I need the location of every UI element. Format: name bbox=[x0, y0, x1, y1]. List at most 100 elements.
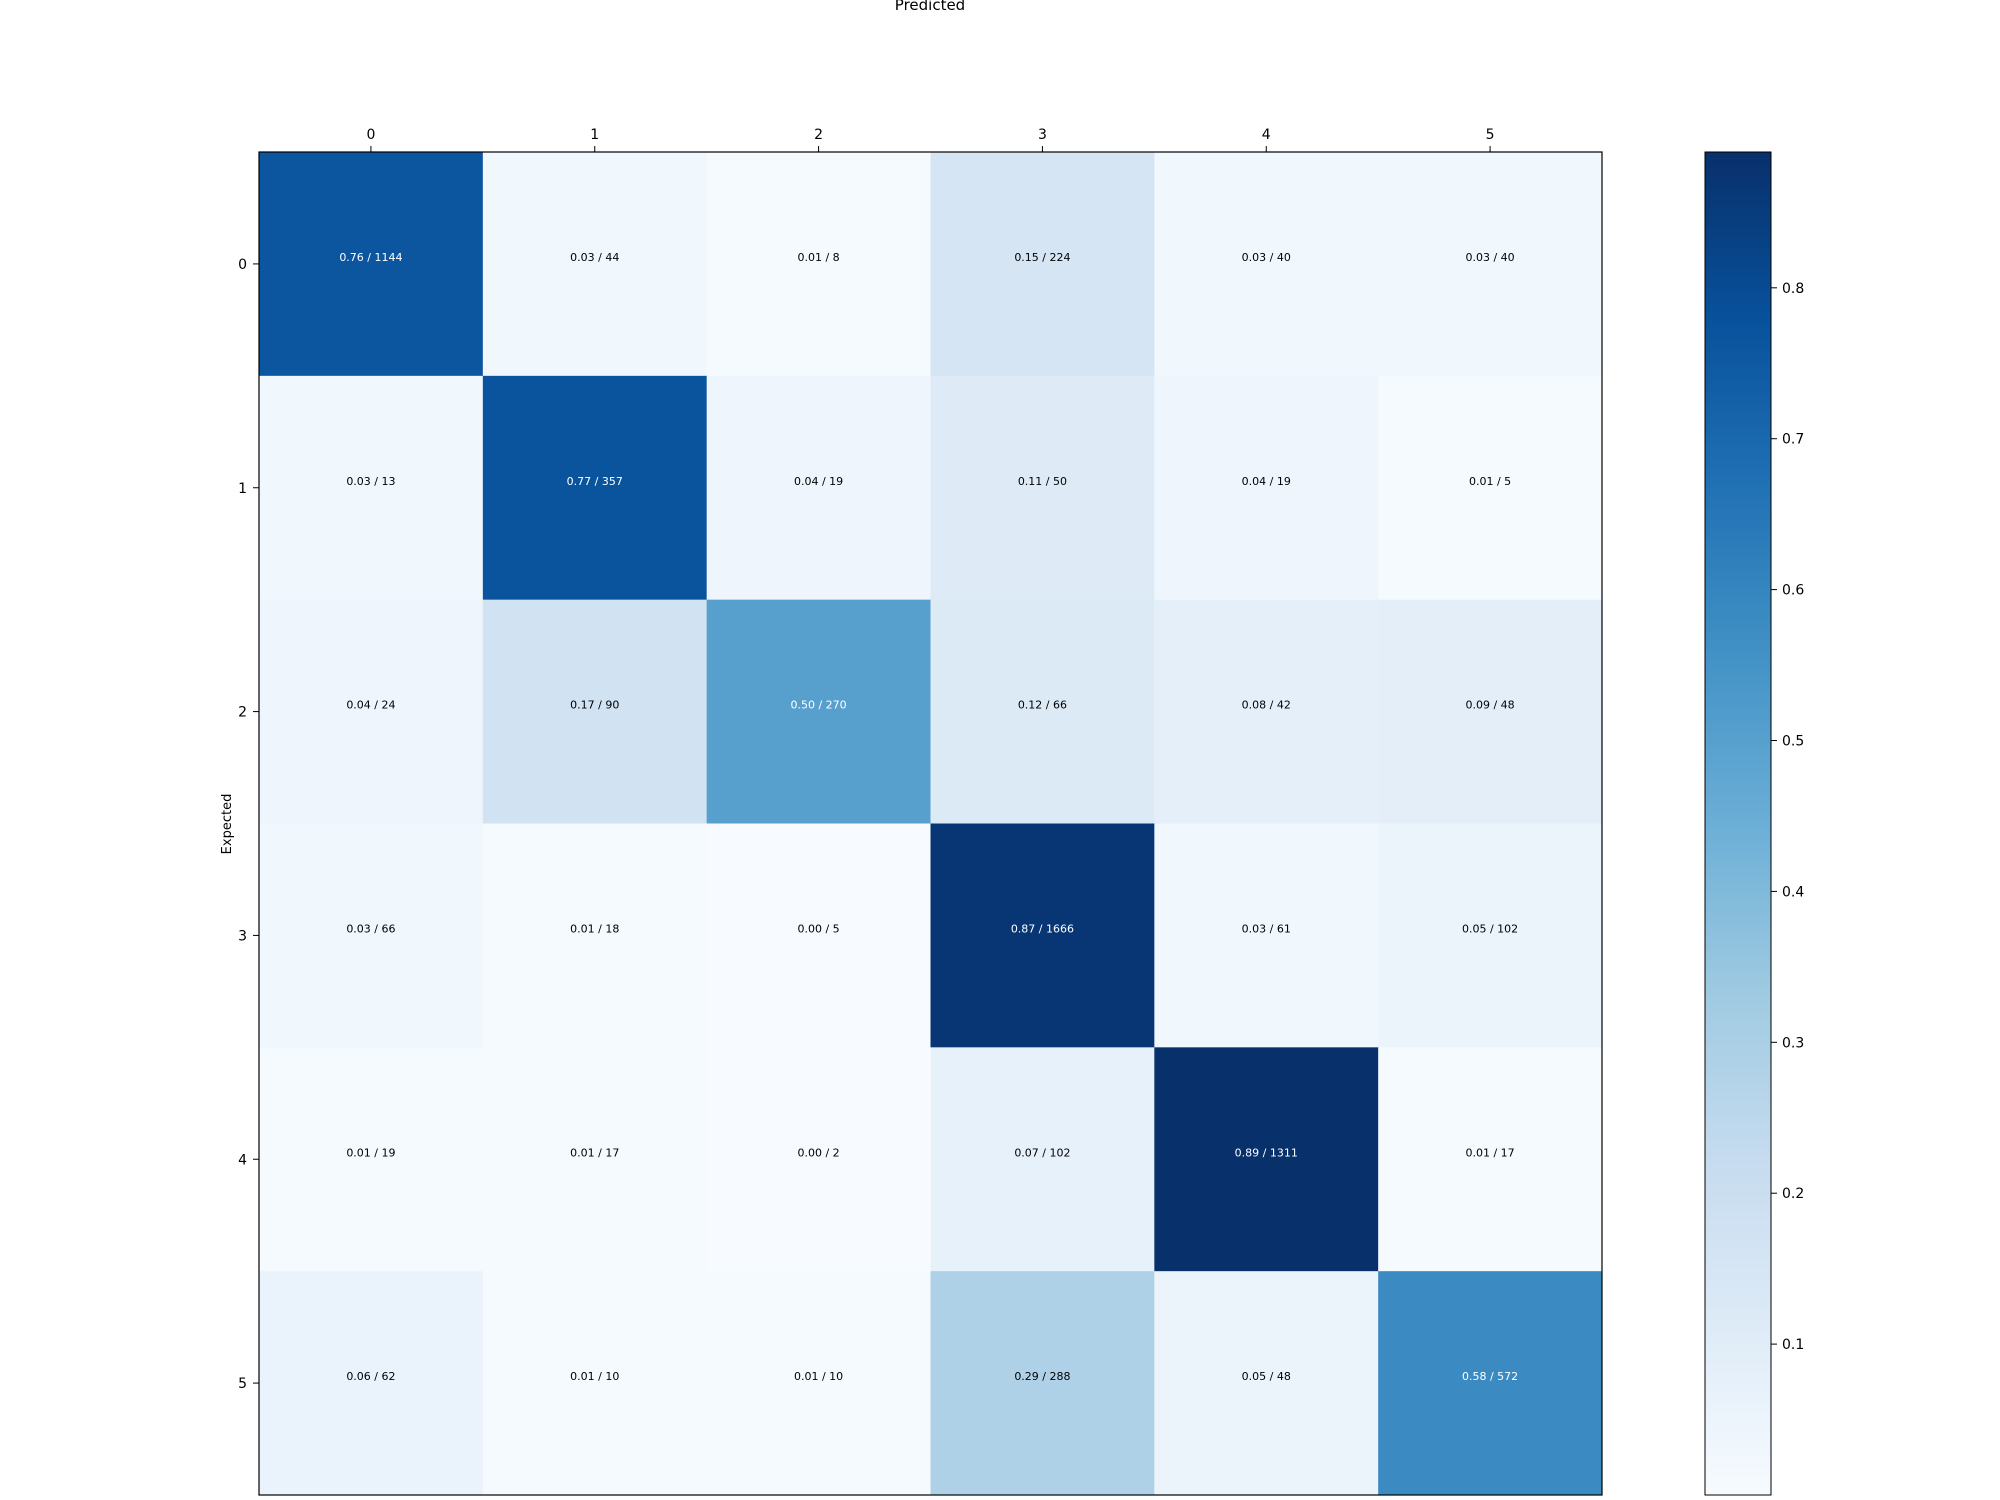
colorbar-tick-label-6: 0.7 bbox=[1782, 432, 1804, 448]
heatmap-cell-r4-c2 bbox=[706, 1047, 931, 1272]
cell-label-r2-c1: 0.17 / 90 bbox=[570, 699, 619, 712]
cell-label-r5-c0: 0.06 / 62 bbox=[346, 1370, 395, 1383]
heatmap-cell-r2-c5 bbox=[1378, 599, 1603, 824]
heatmap-cell-r0-c4 bbox=[1154, 152, 1379, 377]
cell-label-r1-c1: 0.77 / 357 bbox=[567, 475, 623, 488]
heatmap-cell-r4-c3 bbox=[930, 1047, 1155, 1272]
cell-label-r2-c4: 0.08 / 42 bbox=[1242, 699, 1291, 712]
cell-label-r3-c2: 0.00 / 5 bbox=[797, 922, 839, 935]
heatmap-cell-r4-c0 bbox=[259, 1047, 484, 1272]
x-tick-label-2: 2 bbox=[814, 127, 823, 143]
cell-label-r4-c4: 0.89 / 1311 bbox=[1235, 1146, 1298, 1159]
x-tick-label-1: 1 bbox=[590, 127, 599, 143]
heatmap-cell-r2-c1 bbox=[482, 599, 708, 824]
heatmap-cell-r1-c0 bbox=[259, 375, 484, 601]
colorbar-tick-label-3: 0.4 bbox=[1782, 884, 1804, 900]
cell-label-r5-c5: 0.58 / 572 bbox=[1462, 1370, 1518, 1383]
heatmap-cell-r2-c4 bbox=[1154, 599, 1379, 824]
y-tick-label-2: 2 bbox=[238, 705, 247, 721]
heatmap-cell-r1-c5 bbox=[1378, 375, 1603, 601]
y-tick-label-1: 1 bbox=[238, 481, 247, 497]
heatmap-cell-r3-c5 bbox=[1378, 823, 1603, 1048]
heatmap-cell-r5-c3 bbox=[930, 1271, 1155, 1496]
heatmap-cell-r5-c0 bbox=[259, 1271, 484, 1496]
cell-label-r5-c2: 0.01 / 10 bbox=[794, 1370, 843, 1383]
cell-label-r2-c5: 0.09 / 48 bbox=[1465, 699, 1514, 712]
cell-label-r0-c0: 0.76 / 1144 bbox=[339, 251, 402, 264]
heatmap-cells bbox=[259, 152, 1603, 1496]
cell-label-r1-c4: 0.04 / 19 bbox=[1242, 475, 1291, 488]
cell-label-r1-c0: 0.03 / 13 bbox=[346, 475, 395, 488]
cell-label-r0-c4: 0.03 / 40 bbox=[1242, 251, 1291, 264]
heatmap-cell-r5-c4 bbox=[1154, 1271, 1379, 1496]
y-axis-ticks: 0 1 2 3 4 5 bbox=[238, 257, 259, 1392]
cell-label-r3-c1: 0.01 / 18 bbox=[570, 922, 619, 935]
colorbar-tick-label-7: 0.8 bbox=[1782, 281, 1804, 297]
cell-label-r0-c2: 0.01 / 8 bbox=[797, 251, 839, 264]
x-tick-label-5: 5 bbox=[1486, 127, 1495, 143]
heatmap-cell-r0-c5 bbox=[1378, 152, 1603, 377]
heatmap-cell-r5-c5 bbox=[1378, 1271, 1603, 1496]
heatmap-cell-r5-c1 bbox=[482, 1271, 708, 1496]
cell-label-r3-c5: 0.05 / 102 bbox=[1462, 922, 1518, 935]
heatmap-cell-r2-c2 bbox=[706, 599, 931, 824]
heatmap-cell-r3-c1 bbox=[482, 823, 708, 1048]
matrix-frame bbox=[258, 151, 1603, 1496]
cell-label-r0-c1: 0.03 / 44 bbox=[570, 251, 619, 264]
y-tick-label-4: 4 bbox=[238, 1152, 247, 1168]
x-tick-label-3: 3 bbox=[1038, 127, 1047, 143]
heatmap-cell-r3-c3 bbox=[930, 823, 1155, 1048]
cell-label-r4-c5: 0.01 / 17 bbox=[1465, 1146, 1514, 1159]
cell-label-r5-c4: 0.05 / 48 bbox=[1242, 1370, 1291, 1383]
y-tick-label-0: 0 bbox=[238, 257, 247, 273]
heatmap-cell-r0-c3 bbox=[930, 152, 1155, 377]
cell-label-r0-c5: 0.03 / 40 bbox=[1465, 251, 1514, 264]
cell-label-r2-c0: 0.04 / 24 bbox=[346, 699, 395, 712]
cell-label-r1-c5: 0.01 / 5 bbox=[1469, 475, 1511, 488]
x-axis-label: Predicted bbox=[895, 0, 965, 14]
colorbar-tick-label-2: 0.3 bbox=[1782, 1035, 1804, 1051]
heatmap-cell-r2-c0 bbox=[259, 599, 484, 824]
x-axis-ticks: 0 1 2 3 4 5 bbox=[366, 127, 1495, 152]
heatmap-cell-r4-c1 bbox=[482, 1047, 708, 1272]
heatmap-cell-r3-c4 bbox=[1154, 823, 1379, 1048]
colorbar-tick-label-1: 0.2 bbox=[1782, 1186, 1804, 1202]
heatmap-cell-r1-c4 bbox=[1154, 375, 1379, 601]
heatmap-cell-r0-c2 bbox=[706, 152, 931, 377]
y-tick-label-3: 3 bbox=[238, 928, 247, 944]
heatmap-cell-r3-c2 bbox=[706, 823, 931, 1048]
heatmap-cell-labels: 0.76 / 1144 0.03 / 44 0.01 / 8 0.15 / 224 0.… bbox=[339, 251, 1518, 1383]
cell-label-r4-c3: 0.07 / 102 bbox=[1014, 1146, 1070, 1159]
heatmap-cell-r4-c4 bbox=[1154, 1047, 1379, 1272]
cell-label-r4-c0: 0.01 / 19 bbox=[346, 1146, 395, 1159]
cell-label-r4-c2: 0.00 / 2 bbox=[797, 1146, 839, 1159]
heatmap-cell-r4-c5 bbox=[1378, 1047, 1603, 1272]
heatmap-cell-r3-c0 bbox=[259, 823, 484, 1048]
cell-label-r3-c4: 0.03 / 61 bbox=[1242, 922, 1291, 935]
heatmap-cell-r0-c1 bbox=[482, 152, 708, 377]
colorbar-tick-label-4: 0.5 bbox=[1782, 734, 1804, 750]
cell-label-r3-c3: 0.87 / 1666 bbox=[1011, 922, 1074, 935]
heatmap-cell-r2-c3 bbox=[930, 599, 1155, 824]
cell-label-r4-c1: 0.01 / 17 bbox=[570, 1146, 619, 1159]
cell-label-r5-c3: 0.29 / 288 bbox=[1014, 1370, 1070, 1383]
cell-label-r1-c3: 0.11 / 50 bbox=[1018, 475, 1067, 488]
cell-label-r1-c2: 0.04 / 19 bbox=[794, 475, 843, 488]
heatmap-cell-r0-c0 bbox=[259, 152, 484, 377]
y-tick-label-5: 5 bbox=[238, 1376, 247, 1392]
heatmap-cell-r1-c2 bbox=[706, 375, 931, 601]
cell-label-r5-c1: 0.01 / 10 bbox=[570, 1370, 619, 1383]
colorbar bbox=[1704, 151, 1772, 1496]
colorbar-tick-label-5: 0.6 bbox=[1782, 583, 1804, 599]
heatmap-cell-r5-c2 bbox=[706, 1271, 931, 1496]
x-tick-label-0: 0 bbox=[366, 127, 375, 143]
cell-label-r2-c3: 0.12 / 66 bbox=[1018, 699, 1067, 712]
cell-label-r2-c2: 0.50 / 270 bbox=[790, 699, 846, 712]
cell-label-r3-c0: 0.03 / 66 bbox=[346, 922, 395, 935]
y-axis-label: Expected bbox=[220, 794, 235, 855]
heatmap-cell-r1-c3 bbox=[930, 375, 1155, 601]
colorbar-tick-label-0: 0.1 bbox=[1782, 1337, 1804, 1353]
cell-label-r0-c3: 0.15 / 224 bbox=[1014, 251, 1070, 264]
x-tick-label-4: 4 bbox=[1262, 127, 1271, 143]
